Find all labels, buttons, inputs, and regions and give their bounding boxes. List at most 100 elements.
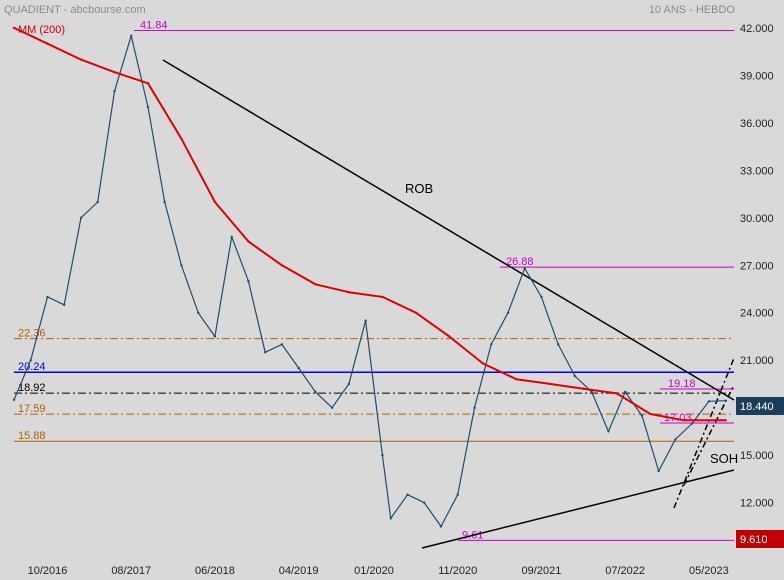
low-price-badge [736,530,784,548]
last-price-value: 18.440 [740,401,774,413]
x-tick-6: 09/2021 [522,565,562,577]
horizontal-levels: 41.8426.8822.3620.2419.1818.9217.5917.03… [14,19,734,541]
ma200-point-12 [414,311,418,314]
ma200-point-7 [247,240,250,243]
ma200-point-16 [548,382,551,386]
y-tick-7: 21.000 [740,355,774,367]
legend-ma200: MM (200) [18,24,65,36]
trendline-rob [162,59,735,401]
ma200-point-21 [724,419,727,422]
price-point-31 [523,267,526,270]
ma200-point-17 [582,387,585,390]
channel-upper [673,357,735,509]
price-point-38 [640,414,644,417]
price-point-43 [724,399,727,402]
price-point-26 [439,525,443,528]
price-point-4 [79,216,83,219]
ma200-point-1 [46,42,49,45]
price-point-35 [590,390,593,394]
level-label-2: 22.36 [18,328,46,340]
level-label-4: 19.18 [668,378,696,390]
y-tick-9: 15.000 [740,450,774,462]
price-point-29 [490,343,493,346]
price-point-13 [230,235,233,238]
price-point-7 [130,34,133,37]
chart-title: QUADIENT - abcbourse.com [4,4,146,16]
ma200-point-19 [649,412,652,416]
ma200-point-3 [113,71,116,74]
level-label-3: 20.24 [18,361,46,373]
price-point-42 [707,400,711,403]
y-tick-1: 39.000 [740,70,774,82]
x-tick-2: 06/2018 [195,565,235,577]
price-point-0 [12,398,16,401]
price-point-27 [456,493,459,496]
low-price-value: 9.610 [740,534,768,546]
series-lines [12,26,727,528]
ma200-point-20 [682,419,685,422]
annotation-rob: ROB [405,181,433,196]
price-point-1 [29,359,32,362]
ma200-point-13 [448,335,451,338]
x-tick-0: 10/2016 [28,565,68,577]
price-point-21 [364,319,367,322]
ma200-point-18 [615,392,618,395]
ma200-point-4 [146,82,150,85]
x-tick-7: 07/2022 [605,565,645,577]
price-point-6 [113,90,116,93]
price-point-33 [557,343,560,346]
price-point-25 [423,501,426,504]
price-point-16 [280,343,284,346]
axis-ticks: 42.000 39.000 36.000 33.000 30.000 27.000 24.0… [28,23,774,577]
y-tick-3: 33.000 [740,165,774,177]
y-tick-4: 30.000 [740,213,774,225]
price-point-30 [506,311,510,314]
price-point-32 [540,295,543,299]
y-tick-5: 27.000 [740,260,774,272]
level-label-0: 41.84 [140,19,168,31]
price-point-17 [297,366,300,370]
price-point-9 [163,200,166,204]
y-tick-10: 12.000 [740,498,774,510]
price-point-41 [690,422,694,425]
ma200-point-14 [481,362,484,365]
price-point-34 [573,374,577,378]
price-point-19 [330,406,334,409]
x-tick-4: 01/2020 [354,565,394,577]
trendline-support [421,469,735,549]
annotation-soh: SOH [710,451,738,466]
price-point-3 [62,303,66,306]
price-point-23 [389,517,392,520]
ma200-point-2 [79,58,83,61]
price-point-40 [674,438,677,441]
ma200-point-9 [314,283,317,286]
price-point-37 [624,390,627,394]
ma200-point-15 [515,378,518,381]
y-tick-2: 36.000 [740,118,774,130]
ma200-point-10 [347,291,351,294]
y-tick-6: 24.000 [740,308,774,320]
price-point-36 [607,430,610,433]
ma200-point-0 [12,26,16,30]
series-price [13,35,726,528]
x-tick-8: 05/2023 [689,565,729,577]
x-tick-1: 08/2017 [111,565,151,577]
level-label-8: 15.88 [18,430,46,442]
level-label-5: 18.92 [18,382,46,394]
price-point-15 [264,351,267,354]
level-label-6: 17.59 [18,403,46,415]
price-point-39 [657,469,660,473]
price-point-11 [197,311,200,314]
price-point-14 [247,279,250,283]
price-point-28 [473,406,476,409]
price-point-24 [406,493,409,496]
price-point-2 [46,295,49,299]
y-tick-0: 42.000 [740,23,774,35]
series-ma200 [13,26,726,422]
price-point-20 [347,382,351,386]
price-point-10 [180,264,183,267]
price-point-18 [314,390,317,394]
ma200-point-6 [213,200,217,204]
